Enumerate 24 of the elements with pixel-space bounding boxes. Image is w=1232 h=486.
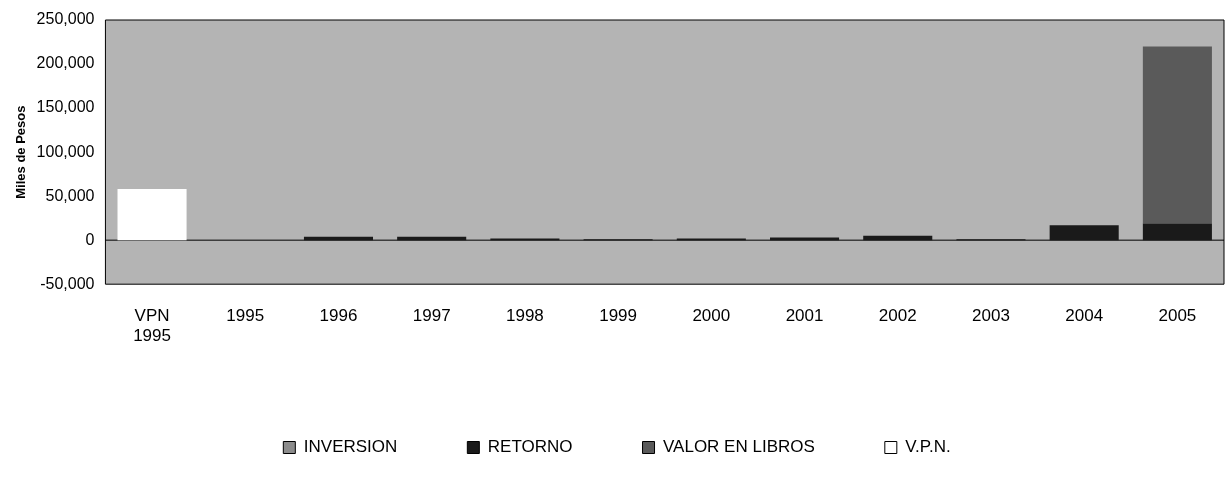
x-tick-label: 1999 — [599, 306, 638, 326]
y-tick-label: 0 — [85, 230, 95, 248]
x-tick-label: 2001 — [785, 306, 824, 326]
y-tick-label: 100,000 — [36, 142, 95, 160]
x-tick-label: 1998 — [505, 306, 544, 326]
x-tick-label: 2003 — [972, 306, 1010, 326]
y-tick-label: 250,000 — [36, 10, 95, 28]
legend-label: INVERSION — [303, 437, 398, 457]
y-tick-label: 200,000 — [36, 54, 95, 72]
y-tick-label: 150,000 — [36, 98, 95, 116]
y-axis-title: Miles de Pesos — [13, 105, 29, 199]
x-tick-label: 1996 — [319, 306, 358, 326]
x-tick-label: 2004 — [1065, 306, 1104, 326]
legend-label: RETORNO — [487, 437, 573, 457]
x-tick-label: 1997 — [412, 306, 451, 326]
x-tick-label: 2000 — [692, 306, 731, 326]
legend-label: VALOR EN LIBROS — [663, 437, 815, 457]
x-tick-label: VPN 1995 — [133, 306, 171, 346]
x-tick-label: 1995 — [226, 306, 265, 326]
x-tick-label: 2002 — [878, 306, 917, 326]
y-tick-label: -50,000 — [40, 274, 95, 292]
x-tick-label: 2005 — [1158, 306, 1197, 326]
legend-label: V.P.N. — [905, 437, 951, 457]
y-tick-label: 50,000 — [45, 186, 95, 204]
